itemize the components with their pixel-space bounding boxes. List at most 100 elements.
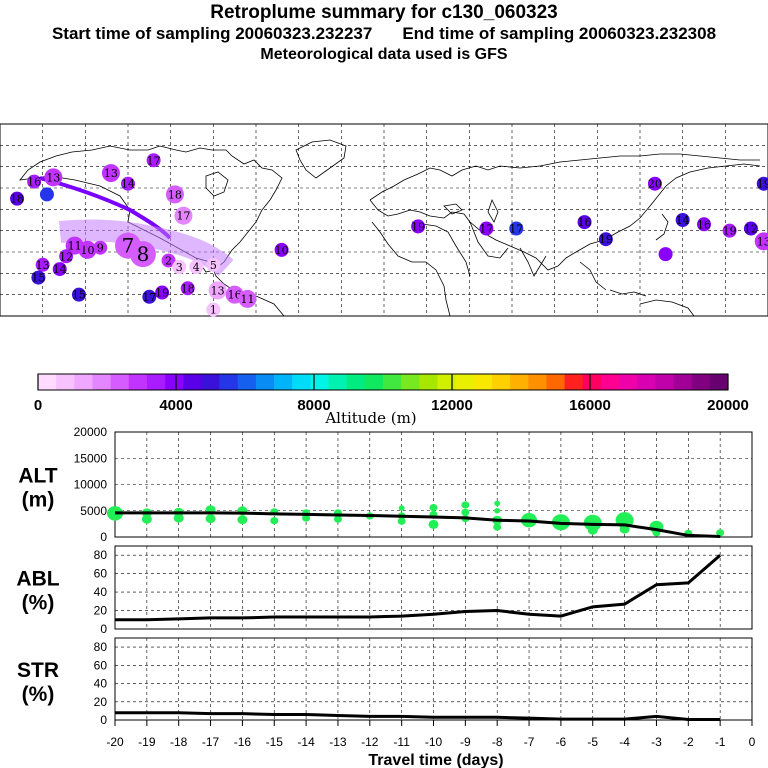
map-point-marker bbox=[129, 241, 156, 268]
colorbar-cell bbox=[491, 374, 511, 390]
colorbar-tick-label: 20000 bbox=[707, 397, 749, 414]
alt-point bbox=[428, 519, 439, 529]
map-point: 19 bbox=[598, 232, 613, 247]
map-point-label: 9 bbox=[97, 242, 104, 255]
map-point-label: 19 bbox=[599, 233, 613, 246]
map-point-marker bbox=[174, 206, 193, 225]
y-tick-label: 20000 bbox=[74, 425, 108, 439]
map-point-marker bbox=[238, 289, 257, 308]
y-tick-label: 20 bbox=[94, 604, 108, 618]
map-point-label: 11 bbox=[240, 293, 254, 306]
map-point-label: 15 bbox=[31, 272, 45, 285]
map-point: 17 bbox=[146, 153, 161, 168]
map-point: 10 bbox=[274, 242, 289, 257]
str-line bbox=[115, 711, 721, 722]
map-point: 12 bbox=[59, 249, 74, 264]
colorbar-cell bbox=[637, 374, 656, 390]
map-point-label: 17 bbox=[147, 154, 161, 167]
map-point-marker bbox=[52, 262, 67, 277]
map-point-label: 10 bbox=[80, 244, 94, 257]
colorbar-cell bbox=[528, 374, 547, 390]
colorbar-cell bbox=[165, 374, 184, 390]
time-series-panels: 05000100001500020000ALT(m)020406080ABL(%… bbox=[16, 425, 755, 768]
y-axis-unit: (%) bbox=[22, 592, 55, 615]
map-point-label: 14 bbox=[53, 263, 67, 276]
y-axis-label: STR bbox=[17, 659, 59, 682]
map-point: 13 bbox=[101, 164, 120, 183]
map-point-label: 19 bbox=[411, 220, 425, 233]
map-point: 14 bbox=[52, 262, 67, 277]
alt-point bbox=[398, 505, 405, 511]
map-point-label: 11 bbox=[68, 240, 82, 253]
map-point-marker bbox=[10, 191, 25, 206]
colorbar-tick-label: 8000 bbox=[297, 397, 330, 414]
map-point: 17 bbox=[509, 221, 524, 236]
colorbar-tick-label: 4000 bbox=[159, 397, 192, 414]
colorbar: 0 4000 8000 12000 16000 20000 Altitude (m) bbox=[34, 373, 749, 427]
colorbar-cell bbox=[128, 374, 148, 390]
map-point: 15 bbox=[31, 270, 46, 285]
map-point: 19 bbox=[757, 176, 768, 191]
x-tick-label: -6 bbox=[556, 735, 567, 749]
map-point-marker bbox=[155, 285, 170, 300]
map-point-marker bbox=[189, 259, 204, 274]
colorbar-cell bbox=[510, 374, 529, 390]
colorbar-cell bbox=[619, 374, 638, 390]
altitude-panel: 0 5000 10000 15000 20000 ALT(m) bbox=[18, 425, 753, 544]
map-point bbox=[39, 187, 54, 202]
map-point-marker bbox=[743, 221, 758, 236]
colorbar-tick-label: 16000 bbox=[569, 397, 611, 414]
map-point-marker bbox=[479, 221, 494, 236]
colorbar-cell bbox=[38, 374, 57, 390]
map-point-label: 19 bbox=[723, 225, 737, 238]
trajectory-band-path bbox=[58, 219, 234, 277]
y-tick-label: 15000 bbox=[74, 451, 108, 465]
map-point: 17 bbox=[142, 289, 157, 304]
colorbar-cell bbox=[274, 374, 293, 390]
map-point: 19 bbox=[722, 223, 737, 238]
map-point: 18 bbox=[180, 281, 195, 296]
map-point-label: 19 bbox=[757, 178, 768, 191]
colorbar-cell bbox=[364, 374, 384, 390]
map-point: 11 bbox=[65, 236, 84, 255]
map-point-label: 15 bbox=[72, 289, 86, 302]
map-point-label: 18 bbox=[10, 193, 24, 206]
colorbar-cell bbox=[582, 374, 602, 390]
alt-point bbox=[397, 517, 406, 525]
map-point-label: 13 bbox=[46, 171, 60, 184]
map-point-marker bbox=[722, 223, 737, 238]
map-point: 12 bbox=[743, 221, 758, 236]
met-data-note: Meteorological data used is GFS bbox=[260, 46, 508, 63]
y-axis-unit: (m) bbox=[22, 489, 55, 512]
colorbar-cell bbox=[455, 374, 475, 390]
map-point-label: 1 bbox=[210, 304, 217, 317]
colorbar-cell bbox=[292, 374, 311, 390]
y-tick-label: 10000 bbox=[74, 478, 108, 492]
alt-point bbox=[205, 514, 216, 524]
colorbar-cell bbox=[92, 374, 111, 390]
abl-line bbox=[115, 554, 722, 622]
x-tick-label: -8 bbox=[492, 735, 503, 749]
map-point-marker bbox=[146, 153, 161, 168]
colorbar-cell bbox=[419, 374, 438, 390]
map-point: 8 bbox=[129, 241, 156, 268]
x-tick-label: -16 bbox=[234, 735, 252, 749]
map-point bbox=[658, 247, 673, 262]
y-axis-unit: (%) bbox=[22, 683, 55, 706]
map-point-marker bbox=[658, 247, 673, 262]
map-point: 13 bbox=[754, 232, 768, 251]
map-point-marker bbox=[509, 221, 524, 236]
map-point-label: 12 bbox=[744, 223, 758, 236]
map-point-marker bbox=[208, 281, 227, 300]
x-tick-label: -10 bbox=[425, 735, 443, 749]
map-point-marker bbox=[44, 168, 63, 187]
y-axis-label: ABL bbox=[16, 568, 59, 591]
colorbar-cell bbox=[310, 374, 329, 390]
map-point-marker bbox=[172, 259, 187, 274]
map-point: 16 bbox=[27, 174, 42, 189]
map-point: 18 bbox=[165, 185, 184, 204]
map-point-label: 18 bbox=[168, 188, 182, 201]
map-point: 14 bbox=[675, 213, 690, 227]
x-tick-label: -3 bbox=[651, 735, 662, 749]
